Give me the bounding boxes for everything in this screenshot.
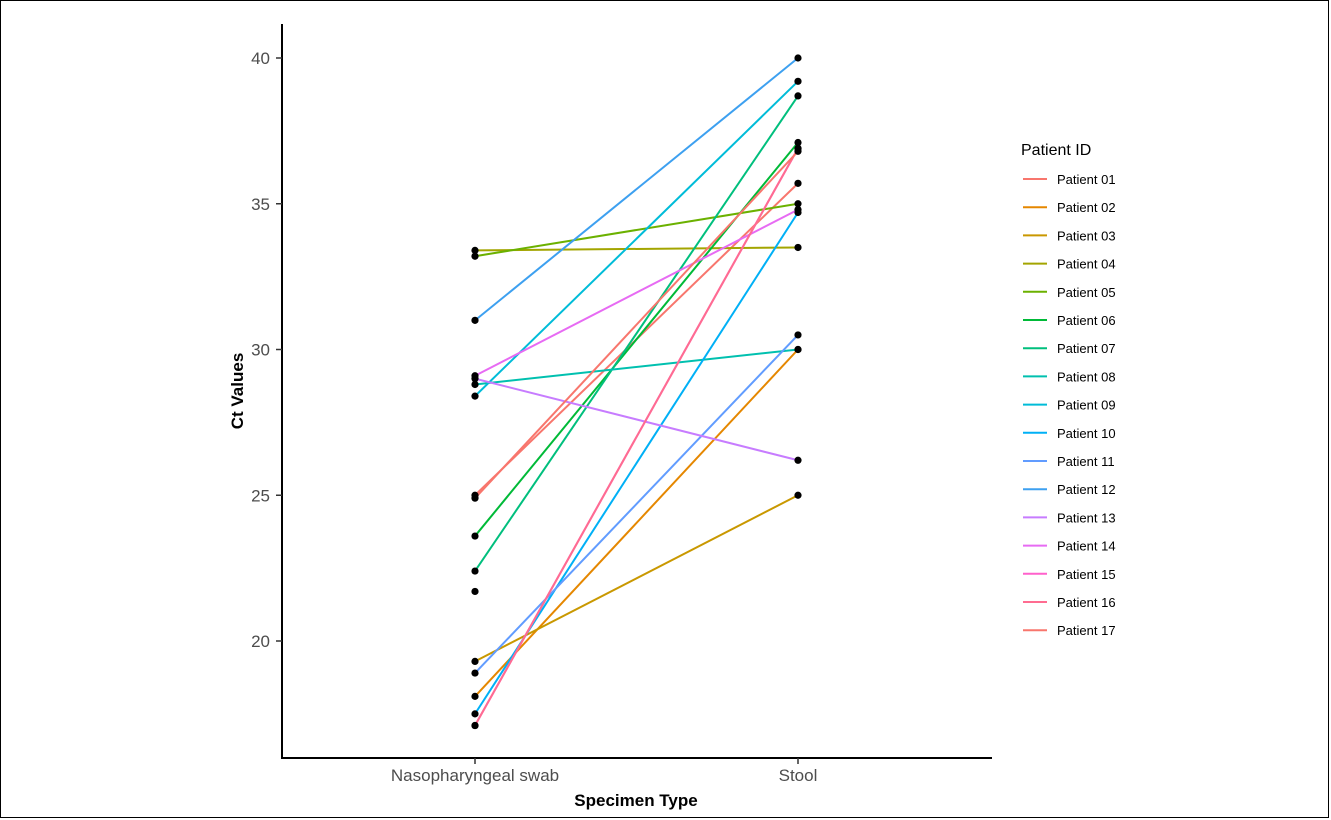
data-point — [471, 692, 479, 700]
data-point — [471, 380, 479, 389]
legend-label: Patient 09 — [1057, 398, 1116, 413]
series-line-patient-09 — [474, 80, 799, 397]
data-point — [471, 532, 479, 540]
legend-label: Patient 03 — [1057, 228, 1116, 243]
data-point — [471, 567, 479, 575]
series-line-patient-14 — [474, 208, 799, 377]
x-axis-title: Specimen Type — [574, 791, 697, 810]
series-line-patient-04 — [474, 246, 799, 252]
y-tick-label: 20 — [251, 632, 270, 651]
legend-label: Patient 11 — [1057, 454, 1115, 469]
x-tick-label: Stool — [779, 766, 818, 785]
legend-label: Patient 12 — [1057, 482, 1116, 497]
data-point — [794, 92, 802, 100]
y-tick-label: 35 — [251, 195, 270, 214]
data-point — [794, 138, 802, 147]
legend-item: Patient 09 — [1023, 398, 1116, 413]
legend-item: Patient 14 — [1023, 539, 1116, 554]
legend-label: Patient 14 — [1057, 539, 1116, 554]
data-point — [794, 491, 802, 499]
series-line-patient-03 — [474, 494, 799, 663]
data-point — [471, 316, 479, 324]
legend-item: Patient 02 — [1023, 200, 1116, 215]
legend: Patient 01 Patient 02 Patient 03 Patient 04… — [1023, 172, 1116, 638]
legend-label: Patient 05 — [1057, 285, 1116, 300]
legend-label: Patient 13 — [1057, 510, 1116, 525]
legend-label: Patient 01 — [1057, 172, 1116, 187]
data-point — [794, 77, 802, 85]
legend-label: Patient 04 — [1057, 257, 1116, 272]
legend-item: Patient 15 — [1023, 567, 1116, 582]
legend-item: Patient 16 — [1023, 595, 1116, 610]
legend-label: Patient 02 — [1057, 200, 1116, 215]
y-axis-title: Ct Values — [228, 353, 247, 430]
data-point — [794, 243, 802, 252]
series-line-patient-17 — [474, 150, 799, 499]
data-point — [471, 246, 479, 254]
data-point — [471, 721, 479, 730]
data-point — [794, 200, 802, 208]
data-point — [471, 252, 479, 260]
legend-label: Patient 15 — [1057, 567, 1116, 582]
legend-item: Patient 06 — [1023, 313, 1116, 328]
series-line-patient-07 — [474, 95, 799, 572]
legend-label: Patient 10 — [1057, 426, 1116, 441]
series-line-patient-06 — [474, 141, 799, 537]
series-lines — [474, 57, 799, 727]
data-point — [471, 494, 479, 502]
legend-label: Patient 07 — [1057, 341, 1116, 356]
legend-label: Patient 16 — [1057, 595, 1116, 610]
data-point — [794, 54, 802, 62]
legend-item: Patient 07 — [1023, 341, 1116, 356]
data-point — [794, 179, 802, 187]
x-tick-label: Nasopharyngeal swab — [391, 766, 559, 785]
series-line-patient-12 — [474, 57, 799, 322]
data-point — [471, 657, 479, 666]
series-line-patient-05 — [474, 202, 799, 258]
legend-item: Patient 04 — [1023, 257, 1116, 272]
data-point — [471, 392, 479, 400]
data-points — [471, 54, 802, 730]
legend-item: Patient 13 — [1023, 510, 1116, 525]
series-line-patient-13 — [474, 377, 799, 462]
data-point — [471, 669, 479, 677]
legend-item: Patient 10 — [1023, 426, 1116, 441]
legend-item: Patient 03 — [1023, 228, 1116, 243]
data-point — [794, 147, 802, 155]
legend-item: Patient 12 — [1023, 482, 1116, 497]
legend-label: Patient 17 — [1057, 623, 1116, 638]
data-point — [794, 345, 802, 354]
legend-title: Patient ID — [1021, 142, 1091, 159]
legend-item: Patient 08 — [1023, 369, 1116, 384]
legend-label: Patient 06 — [1057, 313, 1116, 328]
legend-label: Patient 08 — [1057, 369, 1116, 384]
data-point — [794, 205, 802, 214]
series-line-patient-08 — [474, 348, 799, 386]
series-line-patient-11 — [474, 334, 799, 674]
data-point — [471, 710, 479, 718]
y-tick-label: 40 — [251, 49, 270, 68]
y-tick-label: 30 — [251, 341, 270, 360]
data-point — [471, 372, 479, 380]
legend-item: Patient 05 — [1023, 285, 1116, 300]
legend-item: Patient 11 — [1023, 454, 1115, 469]
series-line-patient-16 — [474, 147, 799, 727]
y-tick-label: 25 — [251, 486, 270, 505]
series-line-patient-02 — [474, 348, 799, 698]
data-point — [471, 587, 479, 596]
data-point — [794, 456, 802, 464]
y-axis-ticks: 20 25 30 35 40 — [251, 49, 282, 651]
x-axis-ticks: Nasopharyngeal swab Stool — [391, 758, 817, 785]
legend-item: Patient 17 — [1023, 623, 1116, 638]
legend-item: Patient 01 — [1023, 172, 1116, 187]
data-point — [794, 331, 802, 339]
